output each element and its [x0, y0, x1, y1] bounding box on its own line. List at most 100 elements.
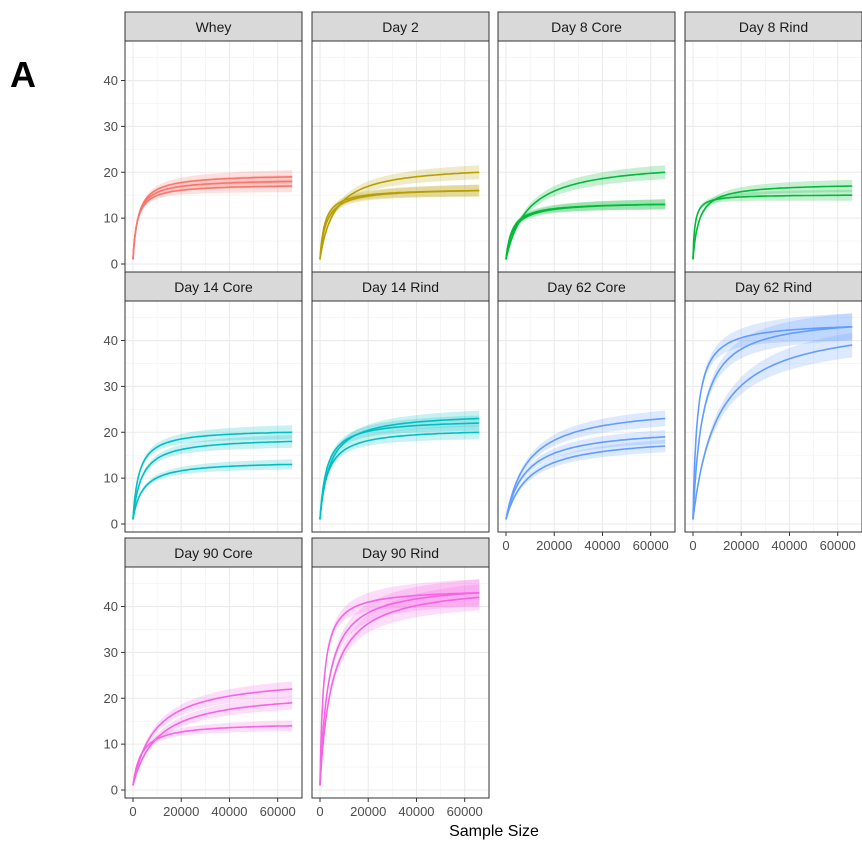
plot-area — [312, 301, 489, 532]
facet-strip-label: Day 14 Rind — [362, 279, 439, 295]
facet-strip-label: Day 14 Core — [174, 279, 253, 295]
facet-strip — [684, 11, 862, 42]
rarefaction-curve — [132, 185, 293, 260]
confidence-ribbon — [320, 184, 480, 261]
panel-letter: A — [10, 54, 36, 95]
confidence-ribbon — [506, 165, 666, 261]
rarefaction-curve — [692, 185, 853, 260]
x-tick-label: 0 — [502, 538, 509, 553]
x-tick-label: 40000 — [398, 804, 434, 819]
confidence-ribbon — [506, 410, 666, 521]
facet-panel: Whey 0 10 20 30 40 — [104, 11, 303, 273]
confidence-ribbon — [320, 579, 480, 787]
panel-border — [124, 566, 303, 799]
confidence-ribbon — [693, 313, 853, 521]
facet-panel: Day 14 Rind — [311, 271, 490, 533]
facet-panel: Day 2 — [311, 11, 490, 273]
facet-strip — [124, 271, 303, 302]
confidence-ribbon — [320, 584, 480, 787]
y-tick-label: 40 — [104, 599, 118, 614]
x-tick-label: 20000 — [723, 538, 759, 553]
rarefaction-curve — [319, 171, 480, 260]
panel-border — [684, 300, 862, 533]
rarefaction-curve — [505, 436, 666, 520]
facet-strip-label: Day 8 Rind — [739, 19, 808, 35]
confidence-ribbon — [320, 410, 480, 521]
plot-area — [685, 41, 862, 272]
rarefaction-curve — [319, 422, 480, 520]
grid — [312, 41, 489, 272]
facet-strip — [124, 11, 303, 42]
panel-border — [124, 300, 303, 533]
y-tick-label: 10 — [104, 211, 118, 226]
grid — [685, 301, 862, 532]
rarefaction-curve — [319, 592, 480, 786]
rarefaction-curve — [132, 440, 293, 520]
plot-area — [125, 567, 302, 798]
rarefaction-curve — [132, 702, 293, 786]
grid — [125, 41, 302, 272]
plot-area — [125, 301, 302, 532]
rarefaction-curve — [505, 445, 666, 520]
facet-strip-label: Day 8 Core — [551, 19, 622, 35]
facet-panel: Day 62 Rind 0 20000 40000 60000 — [684, 271, 862, 553]
grid — [498, 301, 675, 532]
facet-strip-label: Day 62 Core — [547, 279, 626, 295]
x-tick-label: 60000 — [633, 538, 669, 553]
facet-panel: Day 8 Rind — [684, 11, 862, 273]
y-tick-label: 10 — [104, 471, 118, 486]
confidence-ribbon — [506, 439, 666, 521]
x-tick-label: 60000 — [260, 804, 296, 819]
rarefaction-curve — [692, 326, 853, 520]
x-tick-label: 20000 — [163, 804, 199, 819]
rarefaction-curve — [319, 189, 480, 260]
plot-area — [125, 41, 302, 272]
rarefaction-curve — [319, 596, 480, 786]
x-tick-label: 40000 — [211, 804, 247, 819]
y-tick-label: 40 — [104, 73, 118, 88]
y-tick-label: 30 — [104, 379, 118, 394]
x-tick-label: 0 — [129, 804, 136, 819]
confidence-ribbon — [320, 579, 480, 787]
y-tick-label: 20 — [104, 165, 118, 180]
facet-panels: Whey 0 10 20 30 40 Day 2 Day 8 Core Day 8 Rind Da… — [104, 11, 862, 819]
facet-panel: Day 90 Core 0 10 20 30 40 0 20000 40000 60000 — [104, 537, 303, 819]
grid — [498, 41, 675, 272]
confidence-ribbon — [133, 425, 293, 521]
x-tick-label: 20000 — [536, 538, 572, 553]
panel-border — [311, 300, 490, 533]
facet-strip — [497, 11, 676, 42]
rarefaction-curve — [692, 326, 853, 520]
y-tick-label: 0 — [111, 783, 118, 798]
x-tick-label: 40000 — [771, 538, 807, 553]
confidence-ribbon — [133, 681, 293, 787]
rarefaction-curve — [132, 431, 293, 520]
confidence-ribbon — [133, 179, 293, 261]
y-tick-label: 30 — [104, 645, 118, 660]
confidence-ribbon — [133, 459, 293, 521]
confidence-ribbon — [693, 179, 853, 261]
rarefaction-curve — [132, 725, 293, 786]
confidence-ribbon — [133, 720, 293, 787]
confidence-ribbon — [693, 189, 853, 261]
plot-area — [312, 567, 489, 798]
x-axis-title: Sample Size — [449, 823, 539, 840]
confidence-ribbon — [320, 184, 480, 261]
rarefaction-curve — [692, 344, 853, 520]
plot-area — [498, 41, 675, 272]
x-tick-label: 0 — [689, 538, 696, 553]
confidence-ribbon — [133, 175, 293, 261]
rarefaction-curve — [692, 194, 853, 260]
x-tick-label: 60000 — [820, 538, 856, 553]
confidence-ribbon — [320, 425, 480, 521]
grid — [312, 301, 489, 532]
confidence-ribbon — [693, 313, 853, 521]
facet-strip — [311, 11, 490, 42]
facet-panel: Day 62 Core 0 20000 40000 60000 — [497, 271, 676, 553]
x-tick-label: 0 — [316, 804, 323, 819]
plot-area — [498, 301, 675, 532]
y-tick-label: 0 — [111, 517, 118, 532]
rarefaction-curve — [132, 463, 293, 520]
panel-border — [311, 566, 490, 799]
